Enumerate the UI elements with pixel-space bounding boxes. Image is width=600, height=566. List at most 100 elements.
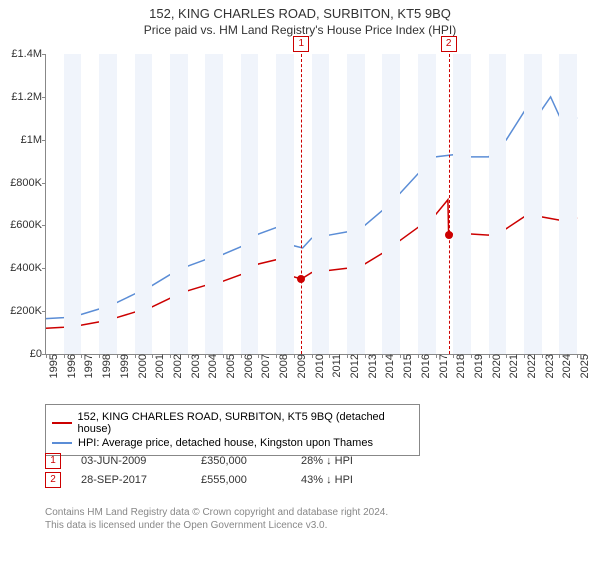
plot-area: £0£200K£400K£600K£800K£1M£1.2M£1.4M19951… [45, 54, 586, 355]
x-tick-label: 1996 [64, 354, 78, 378]
x-tick-label: 2015 [400, 354, 414, 378]
year-stripe [241, 54, 259, 354]
x-tick-label: 2003 [188, 354, 202, 378]
x-tick-mark [400, 354, 401, 358]
x-tick-mark [258, 354, 259, 358]
sales-row-price: £555,000 [201, 474, 281, 486]
x-tick-mark [524, 354, 525, 358]
footer: Contains HM Land Registry data © Crown c… [45, 506, 388, 532]
x-tick-label: 2014 [382, 354, 396, 378]
x-tick-mark [347, 354, 348, 358]
year-stripe [489, 54, 507, 354]
x-tick-mark [577, 354, 578, 358]
legend-swatch-property [52, 422, 72, 424]
x-tick-mark [205, 354, 206, 358]
x-tick-mark [117, 354, 118, 358]
sales-row-marker: 1 [45, 453, 61, 469]
sales-row-marker: 2 [45, 472, 61, 488]
x-tick-label: 2002 [170, 354, 184, 378]
x-tick-mark [436, 354, 437, 358]
sales-row-date: 03-JUN-2009 [81, 455, 181, 467]
x-tick-label: 2012 [347, 354, 361, 378]
x-tick-label: 2006 [241, 354, 255, 378]
legend-swatch-hpi [52, 442, 72, 444]
y-tick-label: £600K [10, 219, 46, 231]
sales-table: 1 03-JUN-2009 £350,000 28% ↓ HPI 2 28-SEP-201… [45, 450, 353, 491]
chart-subtitle: Price paid vs. HM Land Registry's House … [0, 23, 600, 37]
x-tick-mark [135, 354, 136, 358]
x-tick-mark [329, 354, 330, 358]
x-tick-label: 2016 [418, 354, 432, 378]
x-tick-mark [170, 354, 171, 358]
sale-marker-line [301, 54, 302, 354]
y-tick-mark [42, 54, 46, 55]
year-stripe [524, 54, 542, 354]
sale-marker-dot [445, 231, 453, 239]
x-tick-mark [152, 354, 153, 358]
sales-row-price: £350,000 [201, 455, 281, 467]
sales-row-delta: 28% ↓ HPI [301, 455, 353, 467]
x-tick-label: 2017 [436, 354, 450, 378]
year-stripe [559, 54, 577, 354]
year-stripe [99, 54, 117, 354]
sale-marker-box: 2 [441, 36, 457, 52]
x-tick-mark [418, 354, 419, 358]
y-tick-mark [42, 225, 46, 226]
sales-row-date: 28-SEP-2017 [81, 474, 181, 486]
year-stripe [64, 54, 82, 354]
y-tick-mark [42, 311, 46, 312]
legend-label-hpi: HPI: Average price, detached house, King… [78, 437, 373, 449]
year-stripe [418, 54, 436, 354]
y-tick-mark [42, 97, 46, 98]
x-tick-mark [471, 354, 472, 358]
x-tick-mark [46, 354, 47, 358]
x-tick-label: 2023 [542, 354, 556, 378]
x-tick-label: 2024 [559, 354, 573, 378]
year-stripe [453, 54, 471, 354]
y-tick-label: £1.4M [11, 48, 46, 60]
year-stripe [135, 54, 153, 354]
x-tick-label: 2009 [294, 354, 308, 378]
x-tick-mark [188, 354, 189, 358]
x-tick-label: 2013 [365, 354, 379, 378]
year-stripe [347, 54, 365, 354]
x-tick-mark [99, 354, 100, 358]
sale-marker-line [449, 54, 450, 354]
x-tick-label: 2019 [471, 354, 485, 378]
x-tick-label: 2001 [152, 354, 166, 378]
x-tick-label: 2005 [223, 354, 237, 378]
year-stripe [276, 54, 294, 354]
y-tick-label: £200K [10, 305, 46, 317]
x-tick-mark [382, 354, 383, 358]
legend-label-property: 152, KING CHARLES ROAD, SURBITON, KT5 9B… [78, 411, 414, 435]
x-tick-label: 2008 [276, 354, 290, 378]
legend: 152, KING CHARLES ROAD, SURBITON, KT5 9B… [45, 404, 420, 456]
x-tick-label: 1997 [81, 354, 95, 378]
x-tick-mark [64, 354, 65, 358]
x-tick-label: 1998 [99, 354, 113, 378]
x-tick-label: 2004 [205, 354, 219, 378]
sales-row: 1 03-JUN-2009 £350,000 28% ↓ HPI [45, 453, 353, 469]
y-tick-label: £400K [10, 262, 46, 274]
sale-marker-box: 1 [293, 36, 309, 52]
x-tick-label: 2010 [312, 354, 326, 378]
chart-container: 152, KING CHARLES ROAD, SURBITON, KT5 9B… [0, 6, 600, 566]
x-tick-mark [542, 354, 543, 358]
x-tick-mark [223, 354, 224, 358]
y-tick-mark [42, 268, 46, 269]
x-tick-mark [276, 354, 277, 358]
footer-line-1: Contains HM Land Registry data © Crown c… [45, 506, 388, 519]
x-tick-label: 1995 [46, 354, 60, 378]
x-tick-label: 2000 [135, 354, 149, 378]
x-tick-mark [81, 354, 82, 358]
x-tick-label: 2007 [258, 354, 272, 378]
x-tick-mark [559, 354, 560, 358]
x-tick-mark [506, 354, 507, 358]
footer-line-2: This data is licensed under the Open Gov… [45, 519, 388, 532]
legend-item-property: 152, KING CHARLES ROAD, SURBITON, KT5 9B… [52, 411, 413, 435]
legend-item-hpi: HPI: Average price, detached house, King… [52, 437, 413, 449]
x-tick-mark [241, 354, 242, 358]
sales-row-delta: 43% ↓ HPI [301, 474, 353, 486]
x-tick-mark [312, 354, 313, 358]
x-tick-label: 2011 [329, 354, 343, 378]
